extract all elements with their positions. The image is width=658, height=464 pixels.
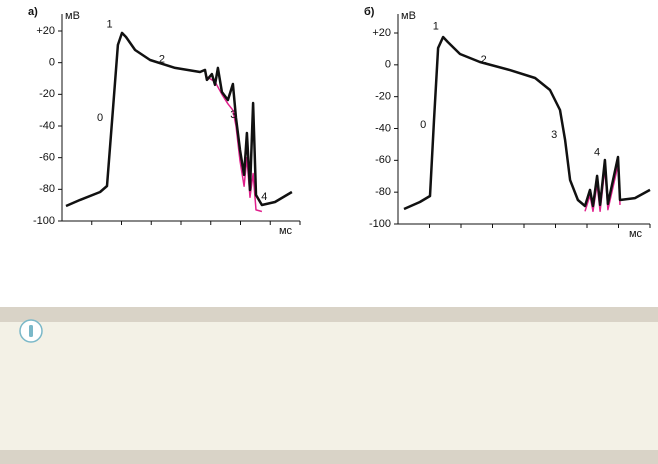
y-tick-label: +20 [36, 25, 55, 37]
y-tick-label: -40 [39, 120, 55, 132]
y-tick-label: -100 [369, 218, 391, 230]
phase-label: 3 [230, 109, 236, 121]
panel-footer [0, 450, 658, 464]
panel-label: а) [28, 6, 38, 18]
phase-label: 4 [261, 191, 267, 203]
info-icon[interactable] [19, 319, 43, 343]
panel-label: б) [364, 6, 375, 18]
phase-label: 2 [481, 54, 487, 66]
y-tick-label: -60 [39, 152, 55, 164]
phase-label: 1 [107, 19, 113, 31]
phase-label: 0 [420, 119, 426, 131]
x-unit: мс [279, 225, 293, 237]
y-tick-label: 0 [49, 57, 55, 69]
phase-label: 0 [97, 112, 103, 124]
y-tick-label: -40 [375, 122, 391, 134]
y-tick-label: +20 [372, 27, 391, 39]
info-panel [0, 322, 658, 450]
panel-header [0, 307, 658, 322]
phase-label: 3 [551, 129, 557, 141]
y-unit: мВ [401, 10, 416, 22]
y-tick-label: -100 [33, 215, 55, 227]
y-tick-label: -60 [375, 154, 391, 166]
y-tick-label: -20 [39, 88, 55, 100]
y-tick-label: -20 [375, 91, 391, 103]
phase-label: 2 [159, 53, 165, 65]
y-tick-label: 0 [385, 59, 391, 71]
phase-label: 1 [433, 21, 439, 33]
trace [65, 31, 293, 208]
x-unit: мс [629, 228, 643, 240]
y-tick-label: -80 [375, 186, 391, 198]
trace [206, 76, 263, 213]
y-tick-label: -80 [39, 183, 55, 195]
phase-label: 4 [594, 146, 600, 158]
trace [403, 35, 651, 211]
y-unit: мВ [65, 10, 80, 22]
